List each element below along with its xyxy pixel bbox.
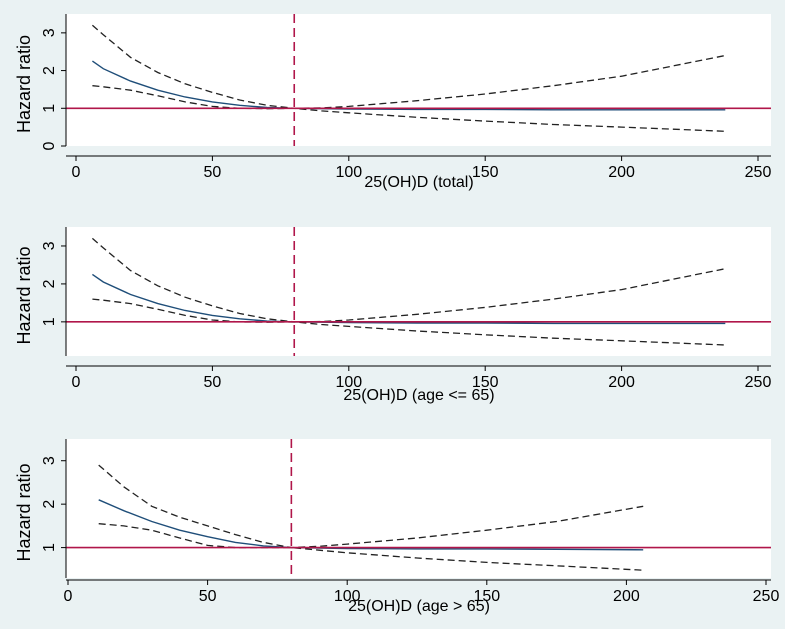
x-tick-label: 250 <box>745 164 772 181</box>
y-tick-label: 3 <box>41 28 58 37</box>
chart-panel-age-gt-65: 1 2 3 0 50 100 150 200 250 25(OH)D (age > 65) Ha… <box>14 439 779 615</box>
x-tick-label: 50 <box>204 374 222 391</box>
y-tick-label: 2 <box>41 500 58 509</box>
y-tick-label: 3 <box>41 241 58 250</box>
x-tick-label: 50 <box>204 164 222 181</box>
x-tick-label: 150 <box>473 588 500 605</box>
x-tick-label: 250 <box>753 588 780 605</box>
x-tick-label: 100 <box>335 374 362 391</box>
y-axis-title: Hazard ratio <box>14 35 34 133</box>
y-tick-label: 1 <box>41 317 58 326</box>
x-tick-label: 150 <box>472 164 499 181</box>
x-tick-label: 0 <box>72 374 81 391</box>
upper-ci-line <box>91 24 726 109</box>
y-tick-label: 1 <box>41 104 58 113</box>
plot-area <box>66 439 771 578</box>
y-tick-label: 2 <box>41 279 58 288</box>
x-tick-label: 200 <box>613 588 640 605</box>
y-tick-label: 1 <box>41 543 58 552</box>
x-tick-label: 250 <box>745 374 772 391</box>
x-tick-label: 150 <box>472 374 499 391</box>
x-tick-label: 100 <box>335 164 362 181</box>
y-tick-label: 2 <box>41 66 58 75</box>
x-tick-label: 100 <box>334 588 361 605</box>
upper-ci-line <box>91 237 726 323</box>
y-tick-label: 0 <box>41 141 58 150</box>
plot-area <box>66 227 771 356</box>
upper-ci-line <box>98 464 644 549</box>
x-axis-title: 25(OH)D (age <= 65) <box>343 387 494 404</box>
chart-panel-total: 0 1 2 3 0 50 100 150 200 250 25(OH)D (total) Haza… <box>14 14 771 191</box>
x-tick-label: 200 <box>608 374 635 391</box>
y-axis-title: Hazard ratio <box>14 463 34 561</box>
x-tick-label: 0 <box>72 164 81 181</box>
y-axis-title: Hazard ratio <box>14 246 34 344</box>
y-tick-label: 3 <box>41 456 58 465</box>
x-axis-title: 25(OH)D (age > 65) <box>348 598 490 615</box>
x-tick-label: 0 <box>64 588 73 605</box>
x-tick-label: 50 <box>199 588 217 605</box>
x-tick-label: 200 <box>608 164 635 181</box>
x-axis-title: 25(OH)D (total) <box>364 174 473 191</box>
chart-panel-age-le-65: 1 2 3 0 50 100 150 200 250 25(OH)D (age <= 65) H… <box>14 227 771 404</box>
plot-area <box>66 14 771 146</box>
hazard-ratio-line <box>98 499 644 551</box>
